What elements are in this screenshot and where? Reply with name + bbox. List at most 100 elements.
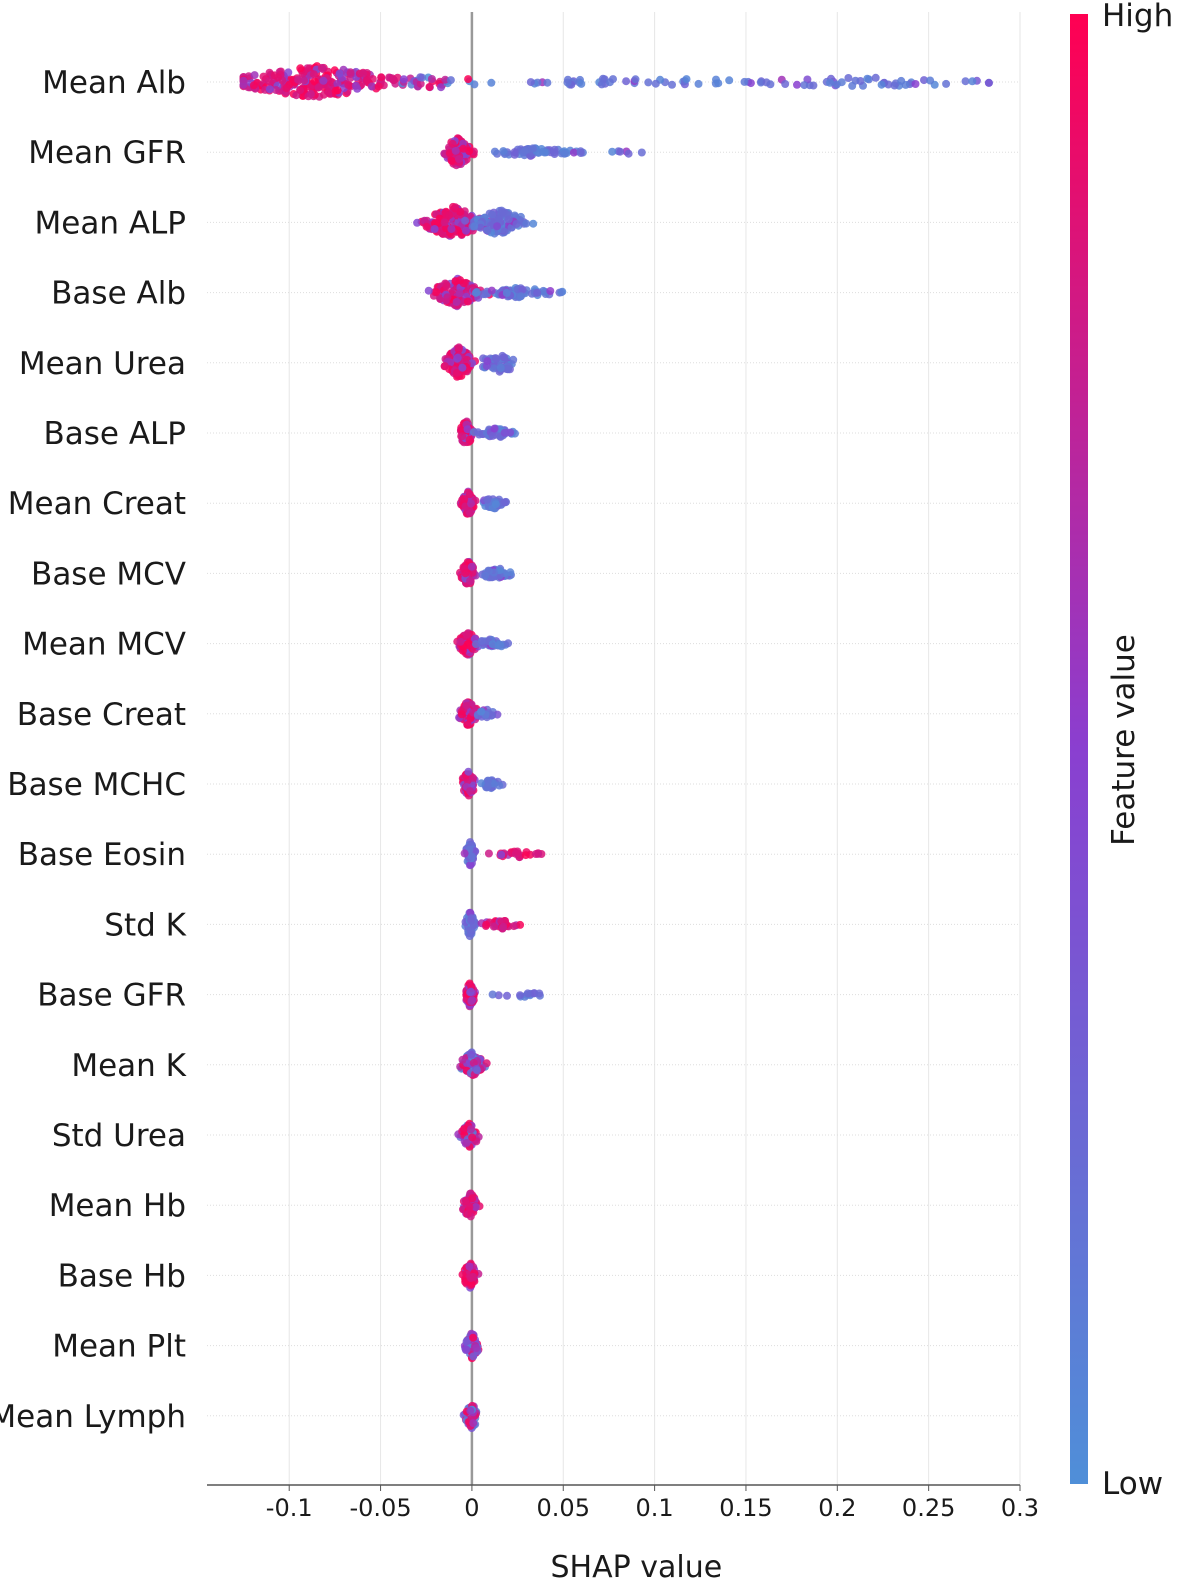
shap-point <box>282 84 291 93</box>
shap-point <box>455 155 463 163</box>
x-tick-label: -0.1 <box>266 1494 313 1522</box>
feature-row: Mean Hb <box>49 1188 1020 1224</box>
shap-point <box>871 73 880 82</box>
shap-point <box>496 364 505 372</box>
shap-point <box>452 298 461 306</box>
shap-point <box>488 990 497 999</box>
feature-label: Mean K <box>71 1048 186 1084</box>
shap-point <box>472 1344 481 1352</box>
shap-point <box>926 76 935 85</box>
shap-point <box>469 1333 478 1342</box>
shap-point <box>448 139 457 148</box>
shap-point <box>538 147 547 156</box>
x-tick-label: 0.25 <box>902 1494 955 1522</box>
shap-point <box>651 79 660 88</box>
gridlines <box>288 12 1021 1485</box>
shap-point <box>509 922 518 931</box>
shap-point <box>469 1419 478 1428</box>
shap-point <box>466 861 474 870</box>
shap-point <box>920 76 928 85</box>
shap-point <box>746 79 755 88</box>
shap-point <box>984 78 993 87</box>
shap-point <box>756 78 765 87</box>
shap-point <box>471 1203 480 1211</box>
shap-point <box>509 355 518 364</box>
shap-point <box>458 1270 467 1279</box>
shap-point <box>464 75 473 84</box>
shap-point <box>363 76 371 85</box>
shap-point <box>272 86 280 94</box>
shap-point <box>432 288 441 296</box>
shap-point <box>483 226 492 235</box>
shap-point <box>506 568 515 577</box>
shap-point <box>467 852 476 861</box>
shap-point <box>597 80 606 89</box>
feature-row: Base MCHC <box>7 767 1020 803</box>
shap-point <box>465 1203 474 1212</box>
shap-point <box>608 147 617 156</box>
shap-point <box>264 77 273 85</box>
shap-point <box>502 289 511 297</box>
shap-point <box>682 75 691 84</box>
feature-label: Mean MCV <box>22 627 186 663</box>
shap-point <box>477 779 486 788</box>
shap-point <box>319 76 328 85</box>
feature-row: Std K <box>104 907 1020 943</box>
shap-point <box>484 849 493 858</box>
shap-point <box>467 916 475 925</box>
shap-point <box>961 77 970 86</box>
x-tick-label: 0.05 <box>537 1494 590 1522</box>
shap-point <box>310 77 319 86</box>
shap-point <box>467 1050 476 1059</box>
shap-point <box>309 70 318 79</box>
shap-point <box>516 292 525 301</box>
shap-point <box>413 218 422 227</box>
shap-point <box>250 71 259 80</box>
x-tick-label: -0.05 <box>350 1494 412 1522</box>
shap-point <box>481 571 490 580</box>
shap-point <box>518 285 527 294</box>
feature-label: Mean Alb <box>42 65 186 101</box>
shap-point <box>324 88 333 97</box>
shap-point <box>488 431 497 440</box>
shap-point <box>487 78 496 87</box>
shap-point <box>563 75 572 84</box>
shap-point <box>533 288 542 297</box>
shap-point <box>560 149 569 158</box>
shap-point <box>500 498 509 507</box>
shap-point <box>456 637 465 646</box>
shap-point <box>440 362 449 371</box>
shap-point <box>461 216 470 225</box>
feature-row: Mean MCV <box>22 627 1020 663</box>
shap-point <box>740 77 749 86</box>
shap-point <box>512 220 521 228</box>
shap-point <box>483 495 492 504</box>
shap-point <box>781 80 790 88</box>
shap-point <box>422 222 431 231</box>
shap-point <box>482 920 491 929</box>
shap-point <box>306 90 315 98</box>
feature-row: Base ALP <box>43 416 1020 452</box>
feature-label: Mean GFR <box>28 135 186 171</box>
shap-point <box>458 363 467 372</box>
shap-point <box>463 720 472 729</box>
shap-point <box>465 1262 474 1271</box>
shap-point <box>631 75 640 84</box>
feature-row: Mean Plt <box>52 1329 1020 1365</box>
shap-point <box>440 218 449 227</box>
shap-point <box>465 932 474 941</box>
shap-point <box>569 148 578 157</box>
shap-point <box>462 630 471 639</box>
shap-point <box>487 286 496 295</box>
shap-point <box>467 499 475 508</box>
shap-point <box>333 79 342 88</box>
shap-point <box>459 144 468 153</box>
shap-point <box>474 428 482 437</box>
shap-point <box>491 500 500 509</box>
feature-label: Mean Plt <box>52 1329 186 1365</box>
shap-point <box>793 80 801 89</box>
shap-point <box>425 83 434 91</box>
x-axis: -0.1 -0.05 0 0.05 0.1 0.15 0.2 0.25 0.3 <box>207 1484 1039 1522</box>
shap-point <box>531 850 540 858</box>
feature-label: Base Creat <box>17 697 186 733</box>
